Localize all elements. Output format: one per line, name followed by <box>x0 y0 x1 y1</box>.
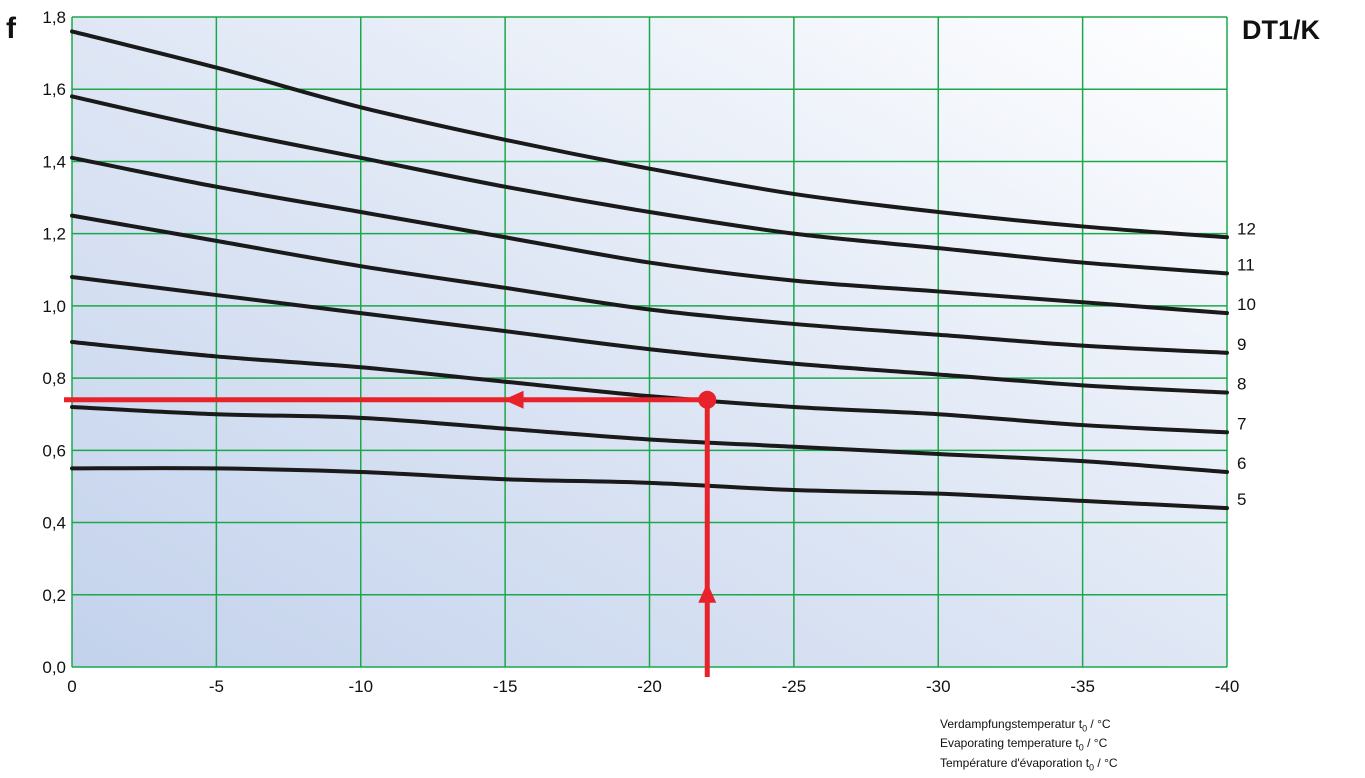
series-line-5 <box>70 466 1229 511</box>
x-axis-caption-fr: Température d'évaporation t0 / °C <box>940 755 1118 773</box>
series-line-12 <box>70 29 1229 240</box>
y-tick-labels: 0,0 0,2 0,4 0,6 0,8 1,0 1,2 1,4 1,6 1,8 <box>42 8 66 677</box>
series-label-11: 11 <box>1237 255 1255 274</box>
y-tick-label: 0,0 <box>42 658 66 677</box>
series-label-12: 12 <box>1237 219 1256 238</box>
reading-arrow-left <box>503 390 524 409</box>
series-labels: 12 11 10 9 8 7 6 5 <box>1237 219 1256 509</box>
curves <box>70 29 1229 511</box>
series-label-5: 5 <box>1237 490 1246 509</box>
x-tick-label: -40 <box>1215 677 1240 696</box>
example-reading <box>64 390 717 677</box>
reading-arrow-up <box>698 582 717 603</box>
x-tick-label: -20 <box>637 677 662 696</box>
y-tick-label: 1,0 <box>42 297 66 316</box>
series-label-7: 7 <box>1237 414 1246 433</box>
series-line-11 <box>70 94 1229 276</box>
y-tick-label: 0,6 <box>42 441 66 460</box>
series-label-10: 10 <box>1237 295 1256 314</box>
series-label-6: 6 <box>1237 454 1246 473</box>
x-tick-label: -30 <box>926 677 951 696</box>
series-line-8 <box>70 275 1229 395</box>
x-tick-label: -25 <box>782 677 807 696</box>
x-tick-label: 0 <box>67 677 76 696</box>
y-tick-label: 1,2 <box>42 225 66 244</box>
y-tick-label: 1,6 <box>42 80 66 99</box>
series-line-6 <box>70 405 1229 474</box>
y-tick-label: 1,8 <box>42 8 66 27</box>
y-tick-label: 1,4 <box>42 152 66 171</box>
x-tick-label: -5 <box>209 677 224 696</box>
grid <box>71 16 1228 668</box>
y-tick-label: 0,2 <box>42 586 66 605</box>
y-tick-label: 0,8 <box>42 369 66 388</box>
series-label-9: 9 <box>1237 335 1246 354</box>
x-axis-caption-de: Verdampfungstemperatur t0 / °C <box>940 717 1111 734</box>
series-label-8: 8 <box>1237 375 1246 394</box>
legend-title: DT1/K <box>1242 15 1321 45</box>
x-axis-caption-en: Evaporating temperature t0 / °C <box>940 736 1108 753</box>
x-axis-caption: Verdampfungstemperatur t0 / °C Evaporati… <box>940 717 1118 775</box>
y-tick-label: 0,4 <box>42 514 66 533</box>
x-tick-label: -10 <box>348 677 373 696</box>
series-line-7 <box>70 340 1229 435</box>
x-tick-label: -35 <box>1070 677 1095 696</box>
x-tick-labels: 0 -5 -10 -15 -20 -25 -30 -35 -40 <box>67 677 1239 696</box>
x-tick-label: -15 <box>493 677 518 696</box>
reading-point <box>698 390 717 409</box>
series-line-10 <box>70 155 1229 316</box>
series-line-9 <box>70 213 1229 355</box>
y-axis-label: f <box>6 12 17 45</box>
